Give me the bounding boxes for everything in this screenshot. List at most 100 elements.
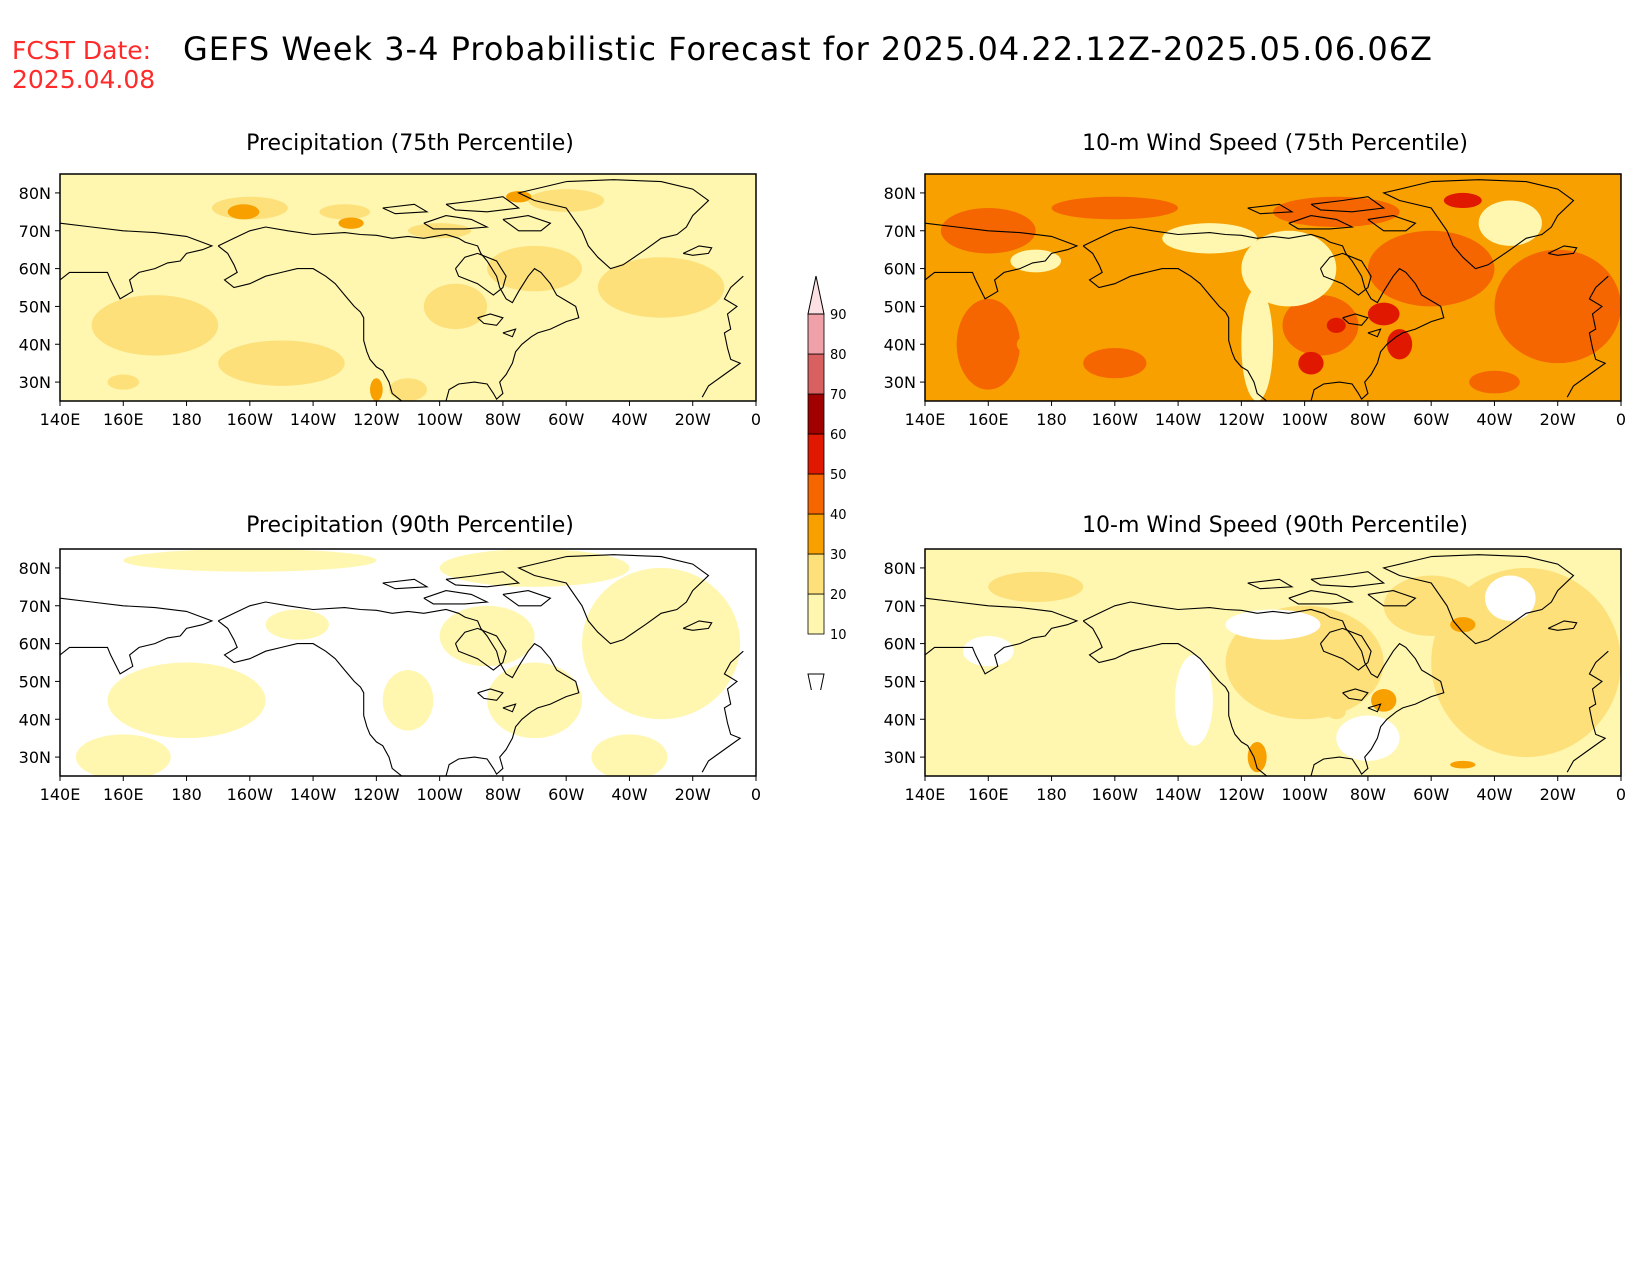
coastline [1319,252,1372,296]
lat-tick-label: 70N [19,597,51,616]
lat-tick-label: 30N [19,748,51,767]
lon-tick-label: 40W [611,785,647,804]
coastline [502,328,517,338]
coastline [1367,328,1382,338]
page-title: GEFS Week 3-4 Probabilistic Forecast for… [183,30,1433,68]
probability-region [1174,654,1213,746]
lat-tick-label: 60N [19,635,51,654]
coastline [682,245,713,256]
probability-region [1326,704,1346,720]
probability-region [107,374,140,390]
probability-region [389,378,427,401]
lon-tick-label: 20W [675,785,711,804]
lon-tick-label: 180 [1036,410,1067,429]
lon-tick-label: 100W [416,410,463,429]
coastline [502,590,552,607]
lon-tick-label: 80W [1350,410,1386,429]
lon-tick-label: 20W [675,410,711,429]
lon-tick-label: 0 [1616,410,1626,429]
colorbar-swatch [807,473,825,515]
coastline [454,627,507,671]
probability-region [962,636,1014,667]
coastline [1288,590,1355,605]
coastline [1367,215,1417,232]
lon-tick-label: 160E [968,785,1009,804]
probability-region [370,378,383,401]
coastline [454,252,507,296]
coastline [1319,627,1372,671]
probability-region [1225,609,1321,640]
colorbar-level-label: 30 [830,548,847,563]
colorbar-level-label: 90 [830,308,847,323]
lon-tick-label: 140W [1155,410,1202,429]
colorbar-swatch [807,553,825,595]
lon-tick-label: 140E [40,785,81,804]
lat-tick-label: 80N [19,559,51,578]
coastline [1566,275,1609,398]
probability-region [1162,223,1258,254]
map-panel-precip-90: 140E 160E 180 160W 140W 120W 100W 80W 60W 40W 20W 0… [19,548,761,804]
lat-tick-label: 40N [19,335,51,354]
lat-tick-label: 60N [884,260,916,279]
coastline [1310,571,1386,588]
probability-region [1051,196,1179,220]
map-frame [59,173,757,402]
lon-tick-label: 140E [905,785,946,804]
lon-tick-label: 100W [1281,410,1328,429]
probability-region [439,549,630,587]
colorbar-level-label: 10 [830,628,847,643]
colorbar-level-label: 20 [830,588,847,603]
coastline [517,179,710,270]
coastline [502,703,517,713]
lon-tick-label: 160E [103,410,144,429]
lon-tick-label: 160W [1092,410,1139,429]
lon-tick-label: 80W [485,785,521,804]
coastline [1342,313,1369,326]
coastline [1547,620,1578,631]
lon-tick-label: 120W [1218,410,1265,429]
lat-tick-label: 30N [884,748,916,767]
lon-tick-label: 180 [171,410,202,429]
map-frame [59,548,757,777]
probability-region [1282,295,1359,356]
probability-region [1298,351,1324,375]
probability-region [408,223,472,239]
lon-tick-label: 160W [1092,785,1139,804]
lon-tick-label: 120W [353,785,400,804]
lat-tick-label: 40N [884,335,916,354]
lon-tick-label: 40W [1476,410,1512,429]
probability-region [1478,200,1542,246]
lon-tick-label: 100W [416,785,463,804]
lat-tick-label: 80N [19,184,51,203]
probability-region [1367,302,1400,326]
coastline [502,215,552,232]
colorbar-swatch [807,433,825,475]
coastline [1247,203,1294,215]
lat-tick-label: 30N [19,373,51,392]
colorbar-swatch [807,353,825,395]
probability-region [1241,230,1337,307]
probability-region [265,609,329,640]
colorbar-level-label: 40 [830,508,847,523]
lon-tick-label: 160W [227,410,274,429]
lon-tick-label: 60W [1413,785,1449,804]
probability-region [1450,760,1476,769]
coastline [60,222,214,300]
coastline [60,597,214,675]
probability-region [382,670,434,731]
coastline [477,313,504,326]
coastline [925,222,1079,300]
probability-region [1326,317,1346,333]
lon-tick-label: 100W [1281,785,1328,804]
lat-tick-label: 50N [19,297,51,316]
coastline [1367,703,1382,713]
lon-tick-label: 140E [905,410,946,429]
coastline [1247,578,1294,590]
lon-tick-label: 140W [1155,785,1202,804]
probability-region [1371,688,1397,712]
map-frame [924,173,1622,402]
coastline [682,620,713,631]
lon-tick-label: 180 [171,785,202,804]
lat-tick-label: 80N [884,559,916,578]
lat-tick-label: 70N [19,222,51,241]
